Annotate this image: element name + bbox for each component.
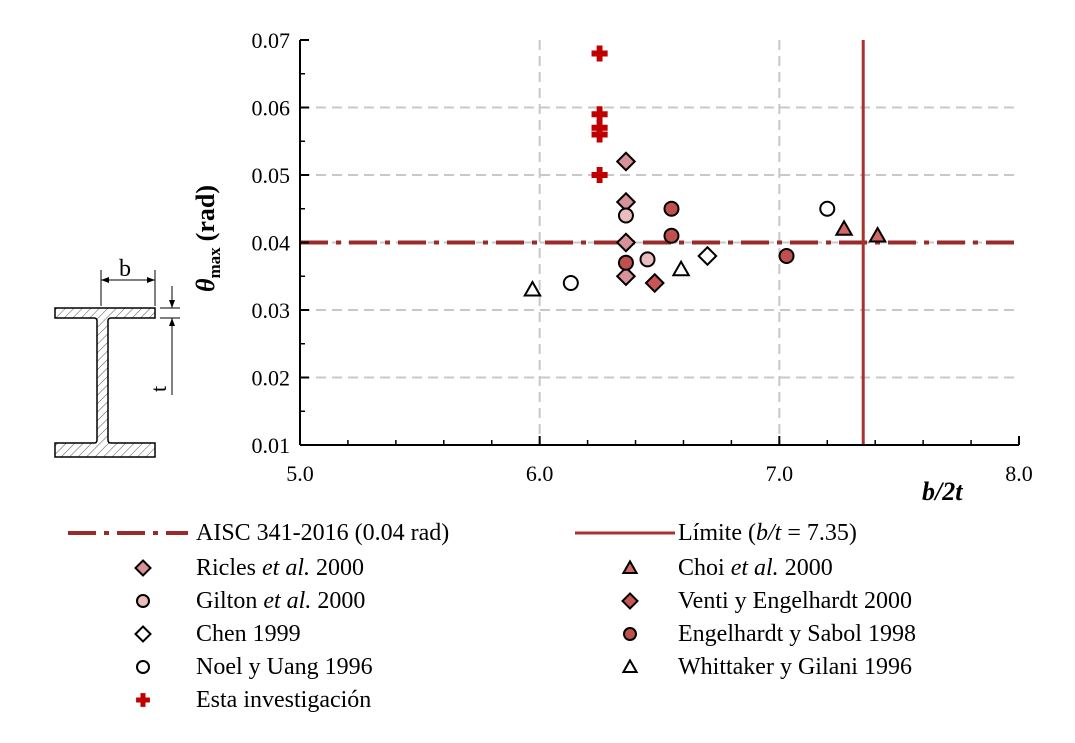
y-tick-label: 0.02 bbox=[252, 366, 291, 391]
legend-choi-et-al-2000-label: Choi et al. 2000 bbox=[678, 555, 833, 581]
legend-limite-label-part: = 7.35) bbox=[781, 520, 857, 546]
dim-b-label: b bbox=[119, 256, 131, 282]
x-tick-label: 7.0 bbox=[766, 461, 794, 486]
legend-gilton-et-al-2000-label-part: 2000 bbox=[311, 588, 365, 614]
noel-y-uang-1996-point bbox=[562, 275, 579, 291]
legend-whittaker-y-gilani-1996-symbol bbox=[621, 658, 639, 673]
legend-engelhardt-y-sabol-1998-label-part: Engelhardt y Sabol 1998 bbox=[678, 621, 916, 647]
y-tick-label: 0.01 bbox=[252, 433, 291, 458]
y-tick-label: 0.04 bbox=[252, 231, 291, 256]
legend-noel-y-uang-1996-symbol bbox=[136, 660, 150, 674]
gilton-et-al-2000-point bbox=[639, 251, 656, 268]
legend-esta-investigaci-n-label-part: Esta investigación bbox=[196, 687, 371, 713]
engelhardt-y-sabol-1998-point bbox=[778, 248, 795, 264]
x-tick-label: 8.0 bbox=[1005, 461, 1033, 486]
x-axis-title: b/2t bbox=[922, 477, 963, 506]
legend-aisc-label: AISC 341-2016 (0.04 rad) bbox=[196, 520, 449, 546]
legend-ricles-et-al-2000-label: Ricles et al. 2000 bbox=[196, 555, 364, 581]
dim-b-arrow-right bbox=[147, 277, 155, 283]
legend-aisc-label-part: AISC 341-2016 (0.04 rad) bbox=[196, 520, 449, 546]
venti-y-engelhardt-2000-point bbox=[644, 272, 665, 294]
legend-engelhardt-y-sabol-1998-label: Engelhardt y Sabol 1998 bbox=[678, 621, 916, 647]
legend-noel-y-uang-1996-label: Noel y Uang 1996 bbox=[196, 654, 373, 680]
legend: AISC 341-2016 (0.04 rad) Ricles et al. 20… bbox=[68, 520, 916, 713]
y-tick-label: 0.06 bbox=[252, 96, 291, 121]
engelhardt-y-sabol-1998-point bbox=[663, 227, 680, 244]
legend-choi-et-al-2000-label-part: Choi bbox=[678, 555, 731, 581]
noel-y-uang-1996-point bbox=[819, 200, 836, 217]
y-tick-label: 0.05 bbox=[252, 163, 291, 188]
tick-labels: 5.0 6.0 7.0 8.0 0.01 0.02 0.03 0.04 0.05 0.06 0.07 bbox=[252, 28, 1033, 486]
legend-venti-y-engelhardt-2000-label: Venti y Engelhardt 2000 bbox=[678, 588, 912, 614]
y-axis-title-symbol: θ bbox=[191, 278, 220, 292]
legend-chen-1999-label-part: Chen 1999 bbox=[196, 621, 301, 647]
choi-et-al-2000-point bbox=[834, 219, 854, 236]
legend-esta-investigaci-n-label: Esta investigación bbox=[196, 687, 371, 713]
gilton-et-al-2000-point bbox=[617, 207, 634, 224]
i-section-shape bbox=[54, 307, 156, 458]
dim-t-label: t bbox=[146, 386, 171, 392]
legend-esta-investigaci-n-symbol bbox=[136, 693, 150, 707]
data-points bbox=[523, 45, 888, 297]
legend-ricles-et-al-2000-label-part: et al. bbox=[262, 555, 310, 581]
whittaker-y-gilani-1996-point bbox=[671, 259, 691, 277]
y-axis-title: θmax (rad) bbox=[191, 185, 224, 292]
legend-ricles-et-al-2000-symbol bbox=[134, 559, 152, 577]
dim-t-arrow-bottom bbox=[169, 318, 175, 326]
legend-gilton-et-al-2000-label: Gilton et al. 2000 bbox=[196, 588, 365, 614]
legend-chen-1999-symbol bbox=[134, 625, 152, 643]
legend-gilton-et-al-2000-symbol bbox=[136, 594, 150, 608]
legend-choi-et-al-2000-label-part: et al. bbox=[731, 555, 779, 581]
legend-engelhardt-y-sabol-1998-symbol bbox=[623, 627, 637, 641]
esta-investigaci-n-point bbox=[591, 45, 608, 62]
legend-whittaker-y-gilani-1996-label-part: Whittaker y Gilani 1996 bbox=[678, 654, 912, 680]
engelhardt-y-sabol-1998-point bbox=[663, 200, 680, 217]
legend-gilton-et-al-2000-label-part: Gilton bbox=[196, 588, 263, 614]
legend-gilton-et-al-2000-label-part: et al. bbox=[263, 588, 311, 614]
esta-investigaci-n-point bbox=[591, 106, 608, 123]
svg-text:θmax(rad): θmax (rad) bbox=[191, 185, 224, 292]
legend-choi-et-al-2000-label-part: 2000 bbox=[779, 555, 833, 581]
dim-b-arrow-left bbox=[101, 277, 109, 283]
ricles-et-al-2000-point bbox=[615, 232, 637, 253]
legend-chen-1999-label: Chen 1999 bbox=[196, 621, 301, 647]
y-axis-title-unit: (rad) bbox=[191, 185, 220, 241]
y-tick-label: 0.03 bbox=[252, 298, 291, 323]
x-tick-label: 6.0 bbox=[526, 461, 554, 486]
legend-whittaker-y-gilani-1996-label: Whittaker y Gilani 1996 bbox=[678, 654, 912, 680]
ricles-et-al-2000-point bbox=[615, 151, 637, 172]
reference-lines bbox=[300, 40, 1019, 445]
i-section-diagram: b t bbox=[54, 256, 180, 458]
esta-investigaci-n-point bbox=[591, 126, 608, 143]
ricles-et-al-2000-point bbox=[615, 266, 637, 287]
legend-choi-et-al-2000-symbol bbox=[621, 559, 639, 574]
legend-noel-y-uang-1996-label-part: Noel y Uang 1996 bbox=[196, 654, 373, 680]
esta-investigaci-n-point bbox=[591, 166, 608, 184]
dim-t-arrow-top bbox=[169, 300, 175, 308]
choi-et-al-2000-point bbox=[868, 226, 888, 243]
y-axis-title-subscript: max bbox=[205, 247, 224, 279]
legend-limite-label-part: b/t bbox=[756, 520, 783, 546]
y-tick-label: 0.07 bbox=[252, 28, 291, 53]
chen-1999-point bbox=[697, 245, 718, 267]
legend-limite-label: Límite (b/t = 7.35) bbox=[678, 520, 857, 546]
legend-limite-label-part: Límite ( bbox=[678, 520, 756, 546]
legend-venti-y-engelhardt-2000-symbol bbox=[621, 592, 639, 610]
legend-ricles-et-al-2000-label-part: Ricles bbox=[196, 555, 262, 581]
legend-venti-y-engelhardt-2000-label-part: Venti y Engelhardt 2000 bbox=[678, 588, 912, 614]
legend-ricles-et-al-2000-label-part: 2000 bbox=[310, 555, 364, 581]
whittaker-y-gilani-1996-point bbox=[523, 280, 542, 297]
ticks bbox=[299, 39, 1020, 446]
engelhardt-y-sabol-1998-point bbox=[617, 254, 634, 271]
x-tick-label: 5.0 bbox=[286, 461, 314, 486]
